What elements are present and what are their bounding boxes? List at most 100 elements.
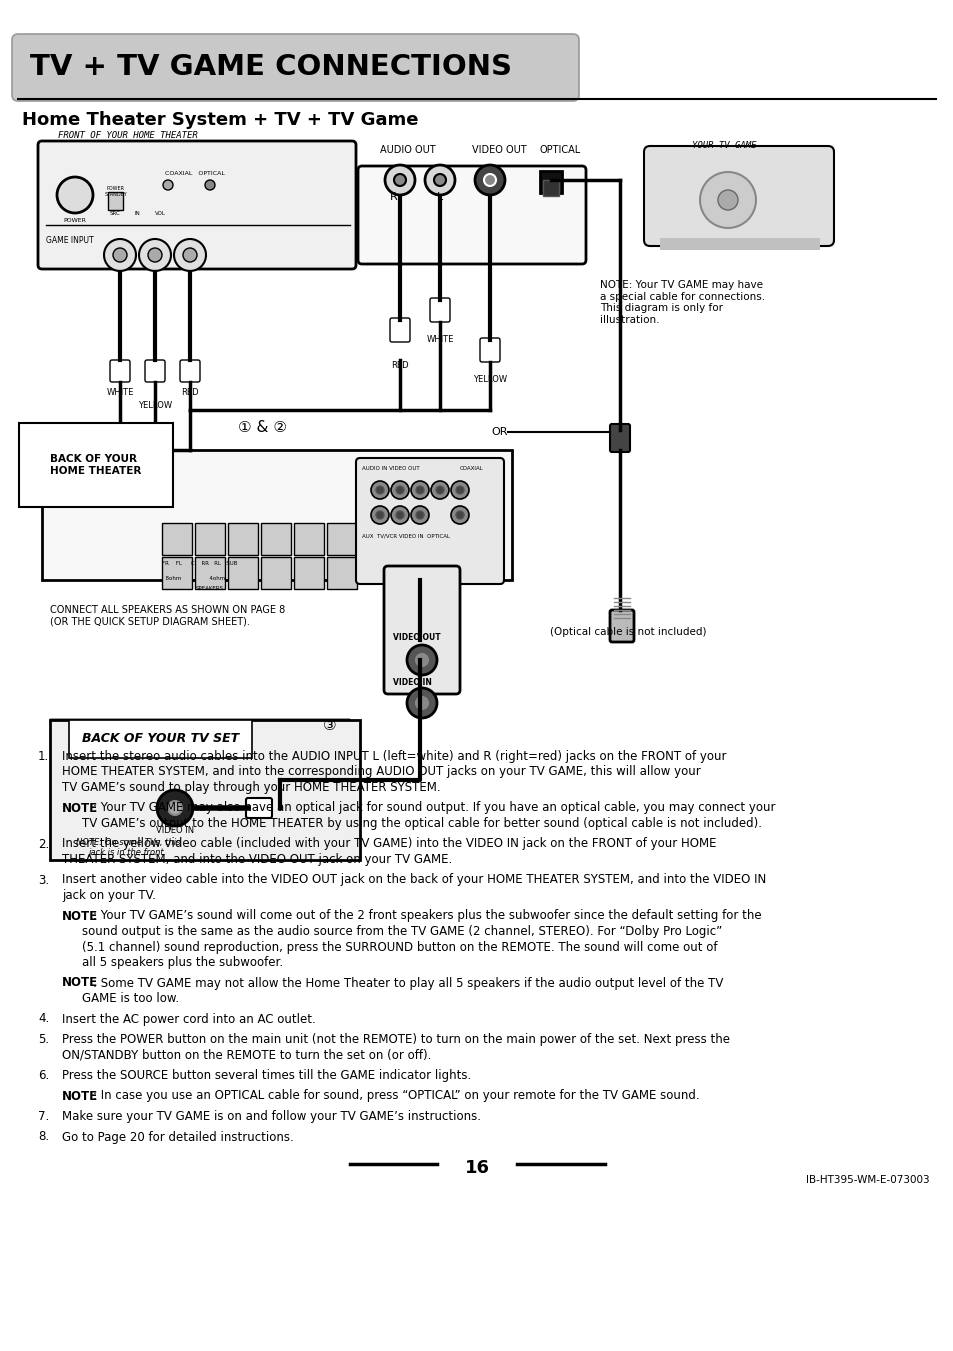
Circle shape — [371, 481, 389, 499]
Bar — [162, 557, 192, 589]
Text: R: R — [390, 192, 397, 203]
Text: AUDIO IN VIDEO OUT: AUDIO IN VIDEO OUT — [361, 466, 419, 471]
Text: 6.: 6. — [38, 1069, 50, 1082]
Text: GAME is too low.: GAME is too low. — [82, 992, 179, 1005]
FancyBboxPatch shape — [12, 34, 578, 101]
Circle shape — [375, 511, 384, 519]
Text: NOTE: NOTE — [62, 801, 98, 815]
Bar — [261, 557, 291, 589]
Circle shape — [157, 790, 193, 825]
Text: 7.: 7. — [38, 1111, 50, 1123]
Text: Press the SOURCE button several times till the GAME indicator lights.: Press the SOURCE button several times ti… — [62, 1069, 471, 1082]
FancyBboxPatch shape — [384, 566, 459, 694]
Text: : Your TV GAME may also have an optical jack for sound output. If you have an op: : Your TV GAME may also have an optical … — [92, 801, 775, 815]
Circle shape — [718, 190, 738, 209]
Circle shape — [391, 507, 409, 524]
Text: VIDEO IN: VIDEO IN — [155, 825, 193, 835]
Bar — [542, 180, 558, 196]
Text: Press the POWER button on the main unit (not the REMOTE) to turn on the main pow: Press the POWER button on the main unit … — [62, 1034, 729, 1046]
Bar — [659, 238, 820, 250]
Circle shape — [391, 481, 409, 499]
Circle shape — [375, 486, 384, 494]
Text: 1.: 1. — [38, 750, 50, 763]
Text: WHITE: WHITE — [106, 388, 133, 397]
Text: : Some TV GAME may not allow the Home Theater to play all 5 speakers if the audi: : Some TV GAME may not allow the Home Th… — [92, 977, 722, 989]
Circle shape — [112, 249, 127, 262]
Circle shape — [475, 165, 504, 195]
Text: YELLOW: YELLOW — [473, 376, 507, 384]
Text: ① & ②: ① & ② — [238, 420, 287, 435]
Text: POWER
STANDBY: POWER STANDBY — [105, 186, 128, 197]
Bar — [108, 192, 123, 209]
Circle shape — [411, 507, 429, 524]
Text: 16: 16 — [464, 1159, 489, 1177]
FancyBboxPatch shape — [390, 317, 410, 342]
Circle shape — [451, 507, 469, 524]
Circle shape — [436, 486, 443, 494]
FancyBboxPatch shape — [110, 359, 130, 382]
Bar — [162, 523, 192, 555]
Bar — [539, 172, 561, 193]
Text: POWER: POWER — [64, 218, 87, 223]
Text: 8.: 8. — [38, 1131, 49, 1143]
Circle shape — [168, 801, 182, 815]
Text: Insert another video cable into the VIDEO OUT jack on the back of your HOME THEA: Insert another video cable into the VIDE… — [62, 874, 765, 886]
Text: Make sure your TV GAME is on and follow your TV GAME’s instructions.: Make sure your TV GAME is on and follow … — [62, 1111, 480, 1123]
FancyBboxPatch shape — [38, 141, 355, 269]
Bar — [294, 557, 324, 589]
Text: (5.1 channel) sound reproduction, press the SURROUND button on the REMOTE. The s: (5.1 channel) sound reproduction, press … — [82, 940, 717, 954]
Circle shape — [183, 249, 196, 262]
Text: COAXIAL   OPTICAL: COAXIAL OPTICAL — [165, 172, 225, 176]
FancyBboxPatch shape — [643, 146, 833, 246]
Circle shape — [407, 644, 436, 676]
Text: 2.: 2. — [38, 838, 50, 851]
Circle shape — [416, 511, 423, 519]
Circle shape — [205, 180, 214, 190]
Circle shape — [424, 165, 455, 195]
Text: L: L — [436, 192, 442, 203]
Circle shape — [139, 239, 171, 272]
Text: IN: IN — [135, 211, 141, 216]
Text: Insert the AC power cord into an AC outlet.: Insert the AC power cord into an AC outl… — [62, 1012, 315, 1025]
Text: FR    FL     C    RR   RL   SUB: FR FL C RR RL SUB — [162, 561, 237, 566]
FancyBboxPatch shape — [430, 299, 450, 322]
Circle shape — [395, 511, 403, 519]
Circle shape — [456, 486, 463, 494]
Bar — [50, 720, 359, 861]
Text: BACK OF YOUR
HOME THEATER: BACK OF YOUR HOME THEATER — [50, 454, 141, 476]
Text: Home Theater System + TV + TV Game: Home Theater System + TV + TV Game — [22, 111, 418, 128]
Bar — [42, 450, 512, 580]
Text: TV GAME’s output to the HOME THEATER by using the optical cable for better sound: TV GAME’s output to the HOME THEATER by … — [82, 817, 761, 830]
Text: NOTE: NOTE — [62, 909, 98, 923]
Text: 4.: 4. — [38, 1012, 50, 1025]
Text: GAME INPUT: GAME INPUT — [46, 236, 93, 245]
Text: Insert the yellow video cable (included with your TV GAME) into the VIDEO IN jac: Insert the yellow video cable (included … — [62, 838, 716, 851]
Circle shape — [431, 481, 449, 499]
Text: COAXIAL: COAXIAL — [459, 466, 483, 471]
FancyBboxPatch shape — [410, 638, 430, 662]
Text: : In case you use an OPTICAL cable for sound, press “OPTICAL” on your remote for: : In case you use an OPTICAL cable for s… — [92, 1089, 699, 1102]
Circle shape — [385, 165, 415, 195]
FancyBboxPatch shape — [246, 798, 272, 817]
Circle shape — [395, 486, 403, 494]
Text: SRC: SRC — [110, 211, 121, 216]
Text: HOME THEATER SYSTEM, and into the corresponding AUDIO OUT jacks on your TV GAME,: HOME THEATER SYSTEM, and into the corres… — [62, 766, 700, 778]
Bar — [327, 523, 356, 555]
Text: ③: ③ — [323, 717, 336, 734]
FancyBboxPatch shape — [180, 359, 200, 382]
Text: NOTE: NOTE — [62, 1089, 98, 1102]
Circle shape — [700, 172, 755, 228]
Text: WHITE: WHITE — [426, 335, 454, 345]
Text: 8ohm                4ohm: 8ohm 4ohm — [162, 576, 225, 581]
FancyBboxPatch shape — [479, 338, 499, 362]
Text: : Your TV GAME’s sound will come out of the 2 front speakers plus the subwoofer : : Your TV GAME’s sound will come out of … — [92, 909, 760, 923]
Circle shape — [57, 177, 92, 213]
FancyBboxPatch shape — [145, 359, 165, 382]
Circle shape — [371, 507, 389, 524]
Text: jack on your TV.: jack on your TV. — [62, 889, 155, 902]
Bar — [327, 557, 356, 589]
Text: VOL: VOL — [154, 211, 166, 216]
Text: CONNECT ALL SPEAKERS AS SHOWN ON PAGE 8
(OR THE QUICK SETUP DIAGRAM SHEET).: CONNECT ALL SPEAKERS AS SHOWN ON PAGE 8 … — [50, 605, 285, 627]
Text: SPEAKERS: SPEAKERS — [195, 586, 224, 590]
Circle shape — [163, 180, 172, 190]
